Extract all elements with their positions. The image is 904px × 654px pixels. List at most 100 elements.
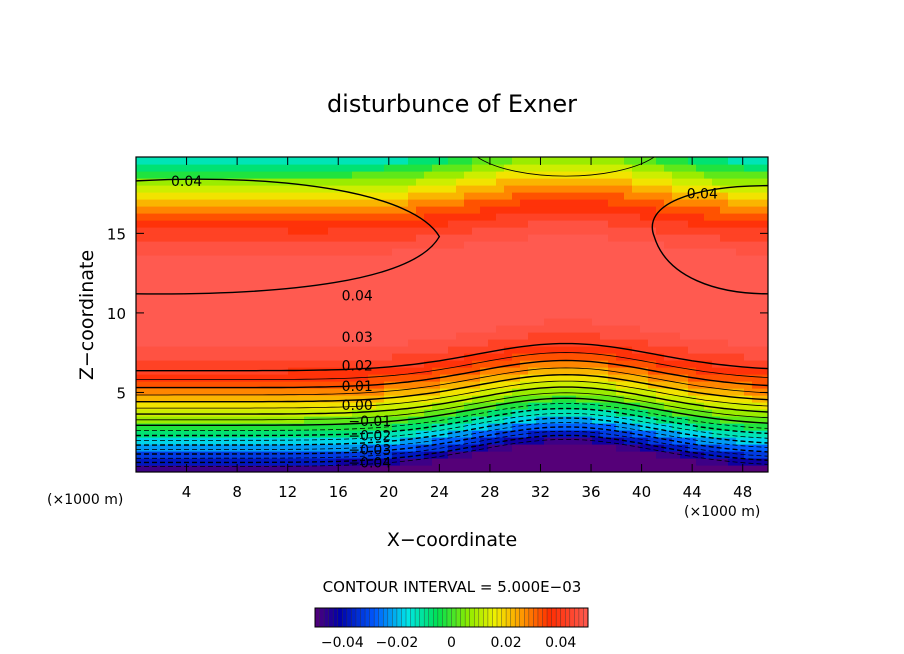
field-cell [480, 311, 489, 319]
field-cell [192, 164, 201, 172]
field-cell [328, 311, 337, 319]
field-cell [192, 199, 201, 207]
field-cell [368, 409, 377, 417]
field-cell [232, 353, 241, 361]
field-cell [328, 451, 337, 459]
field-cell [224, 395, 233, 403]
field-cell [448, 388, 457, 396]
field-cell [272, 311, 281, 319]
field-cell [480, 227, 489, 235]
field-cell [752, 402, 761, 410]
field-cell [600, 171, 609, 179]
field-cell [248, 283, 257, 291]
field-cell [152, 409, 161, 417]
field-cell [328, 318, 337, 326]
field-cell [728, 290, 737, 298]
field-cell [232, 297, 241, 305]
field-cell [312, 451, 321, 459]
field-cell [456, 332, 465, 340]
field-cell [608, 283, 617, 291]
field-cell [168, 409, 177, 417]
field-cell [584, 199, 593, 207]
contour-line [136, 417, 768, 446]
field-cell [504, 157, 513, 165]
field-cell [496, 255, 505, 263]
field-cell [488, 269, 497, 277]
field-cell [512, 339, 521, 347]
field-cell [232, 409, 241, 417]
field-cell [712, 297, 721, 305]
field-cell [336, 213, 345, 221]
field-cell [744, 255, 753, 263]
field-cell [496, 332, 505, 340]
field-cell [480, 199, 489, 207]
field-cell [424, 269, 433, 277]
field-cell [504, 437, 513, 445]
field-cell [240, 248, 249, 256]
field-cell [528, 423, 537, 431]
field-cell [656, 388, 665, 396]
field-cell [688, 311, 697, 319]
field-cell [424, 388, 433, 396]
field-cell [280, 269, 289, 277]
field-cell [192, 227, 201, 235]
field-cell [520, 255, 529, 263]
field-cell [728, 185, 737, 193]
field-cell [280, 374, 289, 382]
field-cell [344, 374, 353, 382]
field-cell [224, 465, 233, 472]
field-cell [216, 178, 225, 186]
colorbar-swatch [501, 608, 507, 627]
field-cell [584, 164, 593, 172]
field-cell [736, 416, 745, 424]
field-cell [208, 164, 217, 172]
field-cell [136, 353, 145, 361]
field-cell [712, 206, 721, 214]
field-cell [376, 283, 385, 291]
field-cell [664, 276, 673, 284]
field-cell [728, 220, 737, 228]
field-cell [400, 269, 409, 277]
field-cell [520, 465, 529, 472]
field-cell [560, 423, 569, 431]
field-cell [320, 332, 329, 340]
field-cell [400, 430, 409, 438]
field-cell [536, 353, 545, 361]
field-cell [272, 318, 281, 326]
field-cell [160, 206, 169, 214]
field-cell [352, 388, 361, 396]
field-cell [440, 339, 449, 347]
field-cell [376, 199, 385, 207]
field-cell [424, 367, 433, 375]
field-cell [424, 157, 433, 165]
field-cell [584, 213, 593, 221]
field-cell [408, 234, 417, 242]
field-cell [584, 374, 593, 382]
field-cell [184, 451, 193, 459]
field-cell [192, 388, 201, 396]
field-cell [728, 430, 737, 438]
field-cell [560, 465, 569, 472]
field-cell [480, 409, 489, 417]
field-cell [216, 332, 225, 340]
field-cell [168, 381, 177, 389]
field-cell [456, 444, 465, 452]
field-cell [344, 325, 353, 333]
field-cell [464, 367, 473, 375]
field-cell [280, 178, 289, 186]
field-cell [576, 255, 585, 263]
field-cell [760, 164, 768, 172]
field-cell [760, 171, 768, 179]
field-cell [712, 227, 721, 235]
field-cell [440, 332, 449, 340]
field-cell [512, 325, 521, 333]
field-cell [544, 409, 553, 417]
field-cell [472, 227, 481, 235]
field-cell [728, 437, 737, 445]
field-cell [480, 164, 489, 172]
field-cell [368, 339, 377, 347]
field-cell [616, 402, 625, 410]
field-cell [592, 241, 601, 249]
field-cell [696, 451, 705, 459]
field-cell [728, 339, 737, 347]
